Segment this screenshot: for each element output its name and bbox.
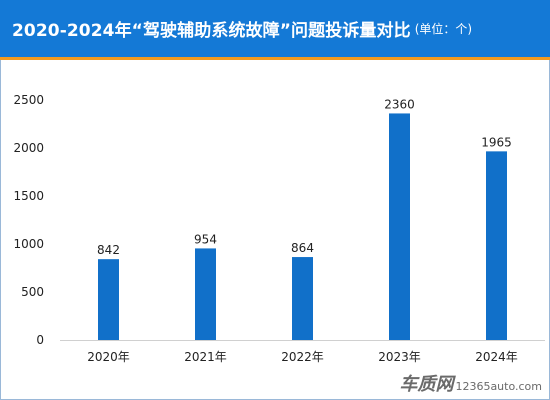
chart-unit: (单位：个) — [414, 22, 473, 36]
title-bar: 2020-2024年“驾驶辅助系统故障”问题投诉量对比 (单位：个) — [0, 0, 550, 57]
watermark-name: 车质网 — [399, 374, 454, 395]
y-tick-label: 500 — [21, 285, 44, 299]
x-tick-label: 2020年 — [87, 350, 130, 364]
bars: 842 954 864 2360 1965 — [97, 97, 512, 340]
bar-value-label: 954 — [194, 232, 217, 246]
y-tick-label: 0 — [36, 333, 44, 347]
bar — [486, 151, 507, 340]
bar-value-label: 1965 — [481, 135, 512, 149]
x-tick-label: 2023年 — [378, 350, 421, 364]
y-tick-label: 2500 — [13, 93, 44, 107]
y-tick-label: 1000 — [13, 237, 44, 251]
x-tick-label: 2022年 — [281, 350, 324, 364]
bar-value-label: 842 — [97, 243, 120, 257]
bar — [292, 257, 313, 340]
y-tick-label: 1500 — [13, 189, 44, 203]
watermark-logo: 车质网 12365auto.com — [399, 370, 542, 396]
bar — [389, 113, 410, 340]
y-axis: 0 500 1000 1500 2000 2500 — [13, 93, 44, 347]
watermark-url: 12365auto.com — [455, 380, 542, 393]
x-axis: 2020年 2021年 2022年 2023年 2024年 — [60, 340, 545, 364]
bar-value-label: 864 — [291, 241, 314, 255]
bar-chart: 0 500 1000 1500 2000 2500 842 954 864 2360 1965 2… — [13, 93, 545, 364]
bar — [98, 259, 119, 340]
bar — [195, 248, 216, 340]
chart-title: 2020-2024年“驾驶辅助系统故障”问题投诉量对比 — [12, 21, 411, 41]
x-tick-label: 2024年 — [475, 350, 518, 364]
x-tick-label: 2021年 — [184, 350, 227, 364]
y-tick-label: 2000 — [13, 141, 44, 155]
title-accent-line — [0, 57, 550, 60]
bar-value-label: 2360 — [384, 97, 415, 111]
